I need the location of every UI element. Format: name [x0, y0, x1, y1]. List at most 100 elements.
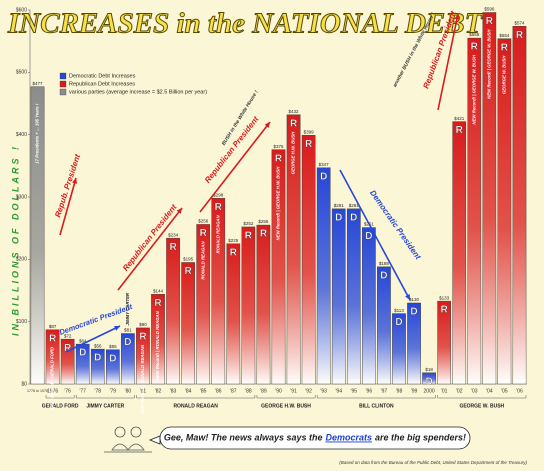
bar-note: GEORGE W. BUSH	[502, 55, 507, 94]
x-tick-label: '99	[411, 388, 418, 394]
speech-part: Gee, Maw! The news always says the	[164, 433, 323, 443]
president-bracket	[256, 395, 316, 399]
bar-letter: R	[260, 229, 268, 240]
arrow-head	[72, 178, 78, 184]
x-tick-label: '04	[486, 388, 493, 394]
bar-note: 17 Presidents + ... 195 Years !	[35, 103, 40, 164]
bar-note: NEW Record! | GEORGE W. BUSH	[486, 29, 491, 99]
bar-letter: R	[185, 266, 193, 277]
body	[111, 443, 145, 451]
bar-letter: R	[169, 242, 177, 253]
speech-text: Gee, Maw! The news always says the Democr…	[164, 433, 466, 443]
value-label: $255	[258, 219, 269, 224]
x-tick-label: '95	[351, 388, 358, 394]
bar	[211, 198, 226, 385]
couple-sketch	[104, 426, 152, 453]
x-tick-label: '81	[140, 388, 147, 394]
arrow-line	[59, 177, 77, 236]
bar	[136, 327, 150, 385]
x-tick-label: '80	[125, 388, 132, 394]
bar-letter: R	[501, 42, 509, 53]
x-tick-label: '98	[396, 388, 403, 394]
x-tick-label: '84	[185, 388, 192, 394]
x-tick-label: '77	[79, 388, 86, 394]
bar-letter: D	[350, 212, 357, 223]
value-label: $81	[124, 328, 132, 333]
arrow-head	[176, 208, 182, 214]
value-label: $195	[183, 257, 194, 262]
bar	[437, 300, 451, 385]
bar-letter: D	[79, 348, 86, 359]
value-label: $298	[213, 192, 224, 197]
x-tick-label: '92	[305, 388, 312, 394]
bar-letter: D	[124, 337, 131, 348]
head	[130, 426, 142, 438]
value-label: $130	[409, 297, 420, 302]
source-note: (Based on data from the Bureau of the Pu…	[339, 460, 527, 465]
bar-letter: R	[275, 153, 283, 164]
x-tick-label: '97	[381, 388, 388, 394]
x-tick-label: '05	[501, 388, 508, 394]
bar-note: NEW Record! | GEORGE W. BUSH	[471, 54, 476, 124]
president-name: GEORGE H.W. BUSH	[261, 403, 311, 409]
legend-swatch	[59, 80, 67, 88]
bar	[166, 237, 180, 385]
value-label: $133	[439, 295, 450, 300]
legend-label: Republican Debt Increases	[69, 81, 135, 87]
value-label: $477	[33, 81, 44, 86]
bar	[271, 149, 286, 385]
bar-letter: D	[395, 317, 402, 328]
x-tick-label: '91	[290, 388, 297, 394]
bar-letter: R	[139, 332, 147, 343]
bar-letter: R	[486, 16, 494, 27]
legend-label: various parties (average increase = $2.5…	[69, 89, 207, 95]
bar	[392, 313, 406, 385]
bar	[256, 224, 271, 385]
president-name: GERALD FORD	[42, 403, 79, 409]
bar	[316, 167, 331, 385]
x-tick-label: '01	[441, 388, 448, 394]
value-label: $256	[198, 219, 209, 224]
value-label: $421	[454, 116, 465, 121]
x-tick-label: '03	[471, 388, 478, 394]
bar-letter: D	[410, 307, 417, 318]
x-tick-label: '94	[335, 388, 342, 394]
bar-letter: D	[335, 212, 342, 223]
bar	[286, 114, 301, 385]
bar-letter: R	[49, 333, 57, 344]
bar	[512, 26, 527, 385]
x-tick-label: '85	[200, 388, 207, 394]
value-label: $399	[304, 129, 315, 134]
president-bracket	[316, 395, 436, 399]
bar-letter: R	[215, 202, 223, 213]
bar-letter: D	[109, 353, 116, 364]
bar-letter: D	[365, 231, 372, 242]
bar-letter: R	[441, 305, 449, 316]
value-label: $347	[319, 162, 330, 167]
value-label: $87	[49, 324, 57, 329]
bar-letter: R	[305, 139, 313, 150]
value-label: $252	[243, 221, 254, 226]
bar-letter: D	[425, 376, 432, 387]
president-bracket	[437, 395, 527, 399]
president-bracket	[136, 395, 256, 399]
x-tick-label: 1976	[47, 388, 58, 394]
y-tick-label: $100	[16, 319, 27, 325]
value-label: $225	[228, 238, 239, 243]
bar	[452, 121, 467, 385]
y-tick-label: $500	[16, 70, 27, 76]
bar	[121, 333, 135, 385]
bar-letter: D	[320, 171, 327, 182]
bar-letter: R	[471, 42, 479, 53]
bar	[30, 86, 45, 385]
bar	[497, 38, 512, 385]
bar	[45, 329, 60, 385]
value-label: $72	[64, 333, 72, 338]
president-name: JIMMY CARTER	[86, 403, 124, 409]
value-label: $144	[153, 288, 164, 293]
bar-letter: R	[64, 343, 72, 354]
bar	[106, 349, 120, 385]
value-label: $596	[484, 7, 495, 12]
value-label: $376	[273, 144, 284, 149]
president-name: RONALD REAGAN	[173, 403, 218, 409]
